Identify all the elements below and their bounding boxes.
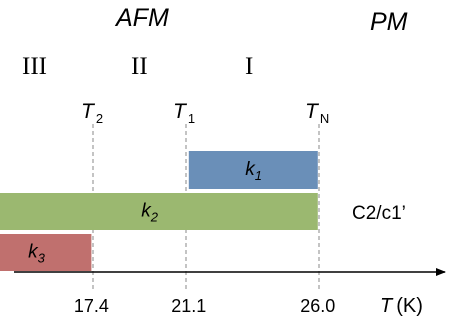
bar-k2-label-subscript: 2 — [150, 210, 159, 225]
bar-k2-label-symbol: k — [141, 201, 152, 222]
tick-labels-group: 17.4 21.1 26.0 — [74, 296, 335, 316]
t1-symbol: T — [173, 100, 188, 123]
t2-subscript: 2 — [96, 111, 103, 126]
t2-symbol: T — [81, 100, 96, 123]
region-ii-label: II — [131, 53, 148, 80]
tick-label: 26.0 — [300, 296, 335, 316]
bar-k1-label: k1 — [245, 159, 262, 183]
pm-phase-label: PM — [370, 8, 408, 36]
axis-symbol: T — [380, 295, 394, 317]
bar-k2 — [0, 193, 318, 230]
bar-k3-label-symbol: k — [28, 242, 39, 263]
axis-label: T (K) — [380, 295, 423, 317]
bar-k2-label: k2 — [141, 201, 159, 225]
space-group-label: C2/c1’ — [352, 203, 406, 224]
bar-k1-label-symbol: k — [245, 159, 256, 180]
tick-label: 17.4 — [74, 296, 109, 316]
tn-subscript: N — [320, 111, 329, 126]
tick-label: 21.1 — [171, 296, 206, 316]
tn-symbol: T — [305, 100, 320, 123]
bar-k1 — [188, 151, 318, 189]
bar-k3-label: k3 — [28, 242, 45, 266]
region-iii-label: III — [22, 53, 47, 80]
bar-k3 — [0, 234, 92, 271]
region-i-label: I — [245, 53, 253, 80]
bar-k1-label-subscript: 1 — [255, 168, 262, 183]
afm-phase-label: AFM — [114, 4, 169, 32]
bar-k3-label-subscript: 3 — [38, 251, 46, 266]
t1-subscript: 1 — [188, 111, 195, 126]
axis-unit: (K) — [396, 295, 423, 317]
